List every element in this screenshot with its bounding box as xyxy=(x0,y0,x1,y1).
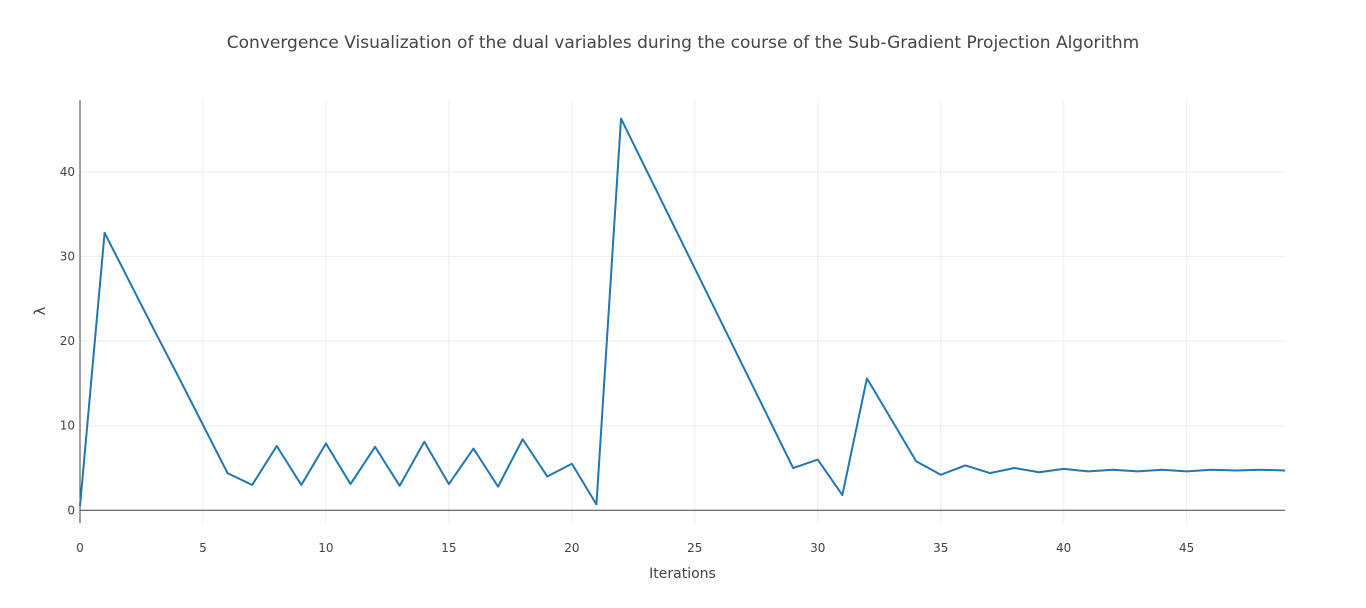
chart-title: Convergence Visualization of the dual va… xyxy=(226,33,1140,53)
x-tick-label: 10 xyxy=(318,541,333,555)
y-tick-label: 40 xyxy=(60,165,75,179)
x-tick-label: 20 xyxy=(564,541,579,555)
x-tick-label: 30 xyxy=(810,541,825,555)
tick-labels: 0 5 10 15 20 25 30 35 40 45 0 10 20 30 40 xyxy=(60,165,1195,555)
x-tick-label: 45 xyxy=(1179,541,1194,555)
y-tick-label: 30 xyxy=(60,250,75,264)
series-group xyxy=(79,117,1286,507)
x-tick-label: 15 xyxy=(441,541,456,555)
x-tick-label: 5 xyxy=(199,541,207,555)
x-tick-label: 35 xyxy=(933,541,948,555)
grid-lines xyxy=(80,100,1285,523)
y-tick-label: 0 xyxy=(67,503,75,517)
x-tick-label: 25 xyxy=(687,541,702,555)
axes xyxy=(79,100,1285,523)
x-axis-label: Iterations xyxy=(649,566,716,582)
y-tick-label: 20 xyxy=(60,334,75,348)
x-tick-label: 40 xyxy=(1056,541,1071,555)
series-line xyxy=(79,117,1286,507)
y-tick-label: 10 xyxy=(60,419,75,433)
x-tick-label: 0 xyxy=(76,541,84,555)
